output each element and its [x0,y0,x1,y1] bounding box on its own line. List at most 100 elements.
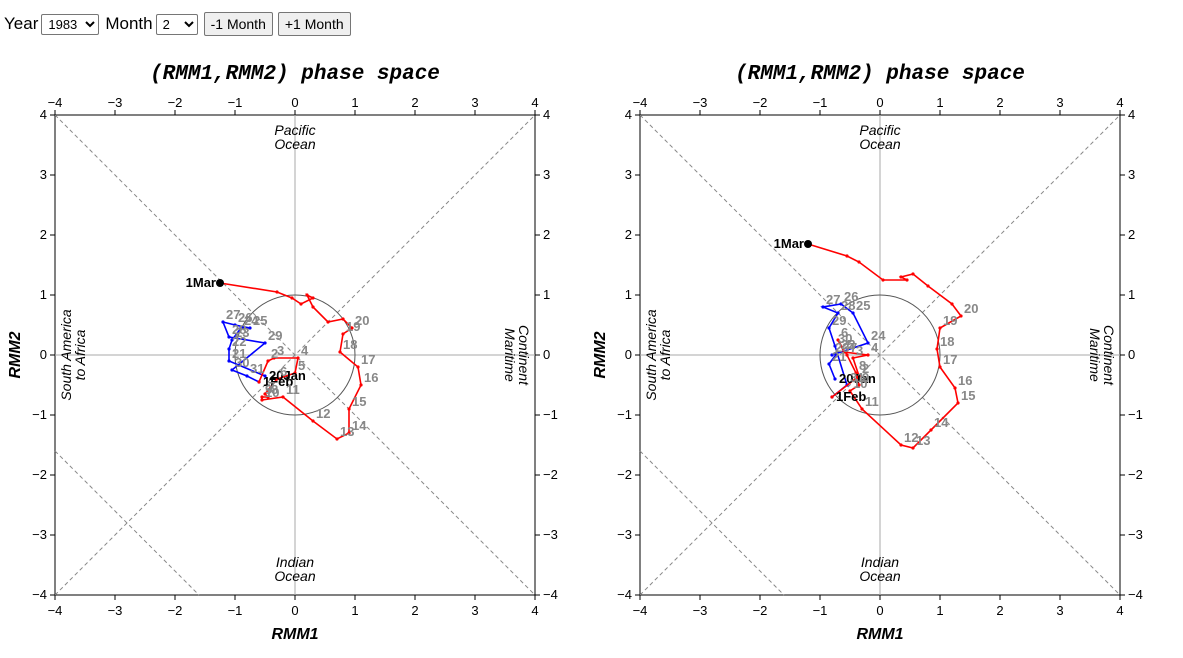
trajectory-point [335,437,339,441]
trajectory-point [227,359,231,363]
trajectory-point [230,368,234,372]
month-label: 1Mar [774,236,804,251]
day-label: 4 [871,340,879,355]
x-tick-label-bottom: −2 [753,603,768,618]
y-tick-label-left: 4 [40,107,47,122]
y-tick-label-left: 2 [40,227,47,242]
region-label-right: Continent [516,325,532,386]
day-label: 15 [352,394,366,409]
x-tick-label-top: −2 [753,95,768,110]
y-tick-label-right: −2 [543,467,558,482]
next-month-button[interactable]: +1 Month [277,12,351,36]
x-tick-label-bottom: −4 [48,603,63,618]
day-label: 3 [856,343,863,358]
trajectory-point [899,443,903,447]
trajectory-point [356,365,360,369]
y-tick-label-right: −4 [543,587,558,602]
trajectory-point [857,374,861,378]
x-tick-label-bottom: 3 [1056,603,1063,618]
trajectory-point [281,395,285,399]
region-label-left: to Africa [657,329,673,380]
trajectory-point [860,407,864,411]
x-tick-label-bottom: −1 [813,603,828,618]
trajectory-point [311,419,315,423]
day-label: 14 [352,418,367,433]
year-select[interactable]: 1983 [41,13,100,35]
x-tick-label-top: −1 [228,95,243,110]
y-tick-label-left: −2 [32,467,47,482]
trajectory-point [260,395,264,399]
trajectory-point [359,383,363,387]
trajectory-point [935,347,939,351]
trajectory-point [836,311,840,315]
amplitude-unit-circle [234,294,356,416]
day-label: 28 [841,298,855,313]
day-label: 14 [934,415,949,430]
day-label: 21 [232,346,246,361]
prev-month-button[interactable]: -1 Month [203,12,273,36]
date-controls: Year 1983 Month 2 -1 Month +1 Month [4,12,356,36]
y-tick-label-left: 1 [625,287,632,302]
day-label: 26 [844,289,858,304]
x-tick-label-top: 1 [936,95,943,110]
day-label: 16 [364,370,378,385]
y-axis-label: RMM2 [7,331,24,378]
day-label: 31 [250,361,264,376]
region-label-top: Ocean [859,136,900,152]
x-tick-label-top: −3 [693,95,708,110]
day-label: 27 [226,307,240,322]
month-select[interactable]: 2 [155,13,198,35]
x-tick-label-bottom: −3 [108,603,123,618]
day-label: 19 [346,319,360,334]
x-tick-label-bottom: −1 [228,603,243,618]
day-label: 25 [856,298,870,313]
y-tick-label-right: 4 [1128,107,1135,122]
day-label: 11 [865,394,879,409]
trajectory-point [266,395,270,399]
trajectory-point [881,278,885,282]
phase-boundary-diagonal [639,450,785,596]
x-tick-label-bottom: 0 [876,603,883,618]
chart-title: (RMM1,RMM2) phase space [150,63,440,86]
region-label-left: South America [643,309,659,401]
day-label: 31 [850,370,864,385]
trajectory-point [221,320,225,324]
day-label: 13 [340,424,354,439]
trajectory-point [830,353,834,357]
y-tick-label-right: 0 [543,347,550,362]
day-label: 8 [859,358,866,373]
amplitude-unit-circle [819,294,941,416]
trajectory-point [854,371,858,375]
day-label: 26 [238,310,252,325]
trajectory-point [341,317,345,321]
y-tick-label-left: −3 [32,527,47,542]
x-tick-label-bottom: 1 [936,603,943,618]
trajectory-point [341,332,345,336]
day-label: 11 [286,382,300,397]
day-label: 18 [343,337,357,352]
trajectory-point [929,428,933,432]
day-label: 6 [841,325,848,340]
y-tick-label-left: −4 [617,587,632,602]
y-tick-label-right: 0 [1128,347,1135,362]
day-label: 25 [253,313,267,328]
day-label: 8 [271,382,278,397]
day-label: 2 [271,346,278,361]
x-tick-label-top: 0 [876,95,883,110]
day-label: 24 [871,328,886,343]
x-tick-label-bottom: −3 [693,603,708,618]
month-label: 1Feb [836,389,866,404]
day-label: 7 [268,379,275,394]
trajectory-point [866,341,870,345]
region-label-bottom: Ocean [274,568,315,584]
year-label: Year [4,14,39,33]
month-label: 1Feb [263,374,293,389]
x-tick-label-top: 2 [411,95,418,110]
trajectory-point [290,296,294,300]
trajectory-point [938,326,942,330]
day-label: 12 [316,406,330,421]
trajectory-point [857,260,861,264]
region-label-right: Maritime [502,328,518,382]
x-tick-label-top: 3 [471,95,478,110]
trajectory-point [257,380,261,384]
